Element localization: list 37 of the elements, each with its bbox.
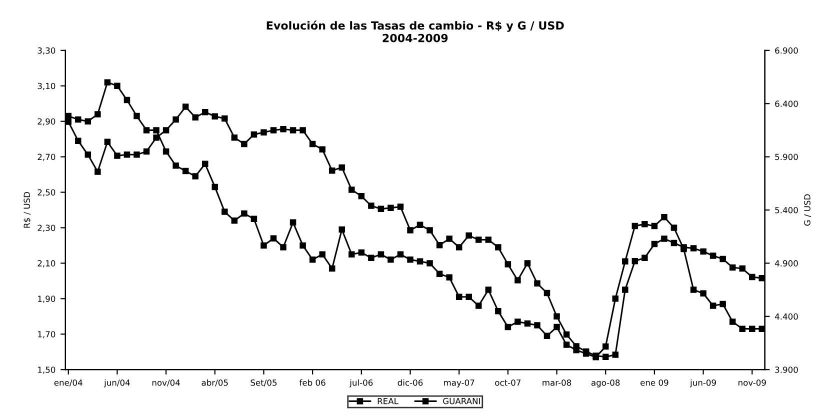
x-tick-label: jun/04 — [104, 379, 130, 388]
x-tick-label: oct-07 — [495, 379, 520, 386]
x-tick-label: Set/05 — [250, 379, 277, 386]
x-tick-label: nov/04 — [152, 379, 180, 386]
y2-tick-label: 4.900 — [774, 260, 798, 266]
x-tick-label: abr/05 — [202, 379, 228, 386]
y-tick-label: 2,70 — [38, 154, 56, 161]
y-tick-label: 1,70 — [38, 331, 56, 338]
y2-tick-label: 5.900 — [775, 154, 798, 160]
y2-tick-label: 3.900 — [775, 366, 798, 373]
y-tick-label: 1,90 — [38, 296, 56, 303]
x-tick-label: jun-09 — [690, 379, 716, 388]
y-tick-label: 3,30 — [38, 47, 56, 55]
y2-tick-label: 5.400 — [775, 206, 798, 214]
y-axis-title: R$ / USD — [24, 192, 32, 228]
y-tick-label: 2,50 — [38, 189, 56, 196]
y2-tick-label: 6.400 — [775, 100, 798, 107]
x-tick-label: mar-08 — [542, 379, 572, 386]
x-tick-label: ago-08 — [591, 379, 620, 388]
y-tick-label: 1,50 — [38, 366, 56, 374]
x-tick-label: feb 06 — [299, 379, 326, 386]
chart-title: Evolución de las Tasas de cambio - R$ y G / USD 2004-2009 — [266, 20, 564, 42]
y-tick-label: 2,30 — [38, 224, 56, 232]
y2-axis-title: G / USD — [804, 194, 812, 226]
x-tick-label: nov-09 — [738, 379, 766, 386]
y-tick-label: 3,10 — [38, 82, 56, 90]
y-tick-label: 2,10 — [38, 260, 56, 268]
x-tick-label: dic-06 — [398, 379, 423, 386]
legend-label: REAL — [378, 398, 398, 404]
x-tick-label: may-07 — [444, 379, 474, 388]
x-tick-label: ene/04 — [54, 379, 82, 386]
y2-tick-label: 4.400 — [774, 313, 798, 320]
x-tick-label: ene 09 — [640, 379, 668, 386]
x-tick-label: jul-06 — [350, 379, 373, 388]
legend-label: GUARANI — [443, 398, 480, 404]
y2-tick-label: 6.900 — [775, 47, 798, 54]
y-tick-label: 2,90 — [38, 118, 56, 126]
